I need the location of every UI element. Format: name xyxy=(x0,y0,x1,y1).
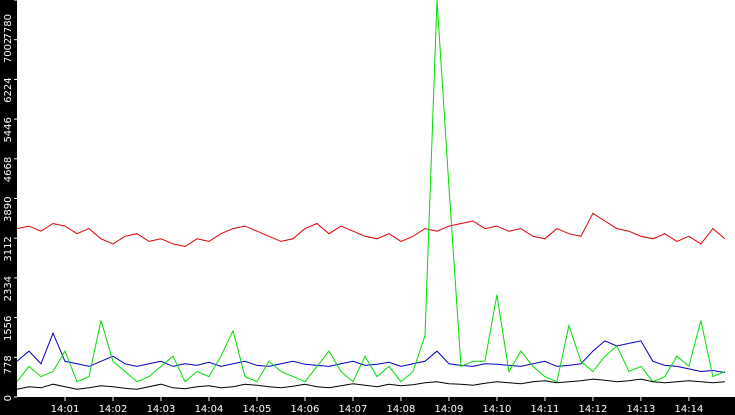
y-tick-label: 3112 xyxy=(3,236,14,261)
x-tick-label: 14:11 xyxy=(531,404,560,415)
x-tick-label: 14:09 xyxy=(435,404,464,415)
y-tick-label: 5446 xyxy=(3,117,14,142)
y-tick-label: 778 xyxy=(3,355,14,374)
y-tick-label: 2334 xyxy=(3,276,14,301)
x-tick-label: 14:06 xyxy=(291,404,320,415)
series-line xyxy=(16,0,726,383)
x-tick-label: 14:01 xyxy=(51,404,80,415)
plot-area xyxy=(17,0,735,397)
series-line xyxy=(16,212,726,248)
x-tick-label: 14:07 xyxy=(339,404,368,415)
x-tick-label: 14:14 xyxy=(675,404,704,415)
x-tick-label: 14:02 xyxy=(99,404,128,415)
y-tick-label: 7780 xyxy=(3,14,14,39)
x-tick-label: 14:03 xyxy=(147,404,176,415)
y-tick-label: 1556 xyxy=(3,316,14,341)
x-tick-label: 14:08 xyxy=(387,404,416,415)
y-tick-label: 7002 xyxy=(3,38,14,63)
series-line xyxy=(16,331,725,373)
series-line xyxy=(16,378,725,390)
y-tick-label: 6224 xyxy=(3,77,14,102)
y-tick-label: 3890 xyxy=(3,197,14,222)
x-tick-label: 14:13 xyxy=(627,404,656,415)
y-tick-label: 0 xyxy=(3,395,14,401)
x-tick-label: 14:04 xyxy=(195,404,224,415)
x-tick-label: 14:05 xyxy=(243,404,272,415)
x-tick-label: 14:12 xyxy=(579,404,608,415)
y-tick-label: 4668 xyxy=(3,157,14,182)
x-tick-label: 14:10 xyxy=(483,404,512,415)
